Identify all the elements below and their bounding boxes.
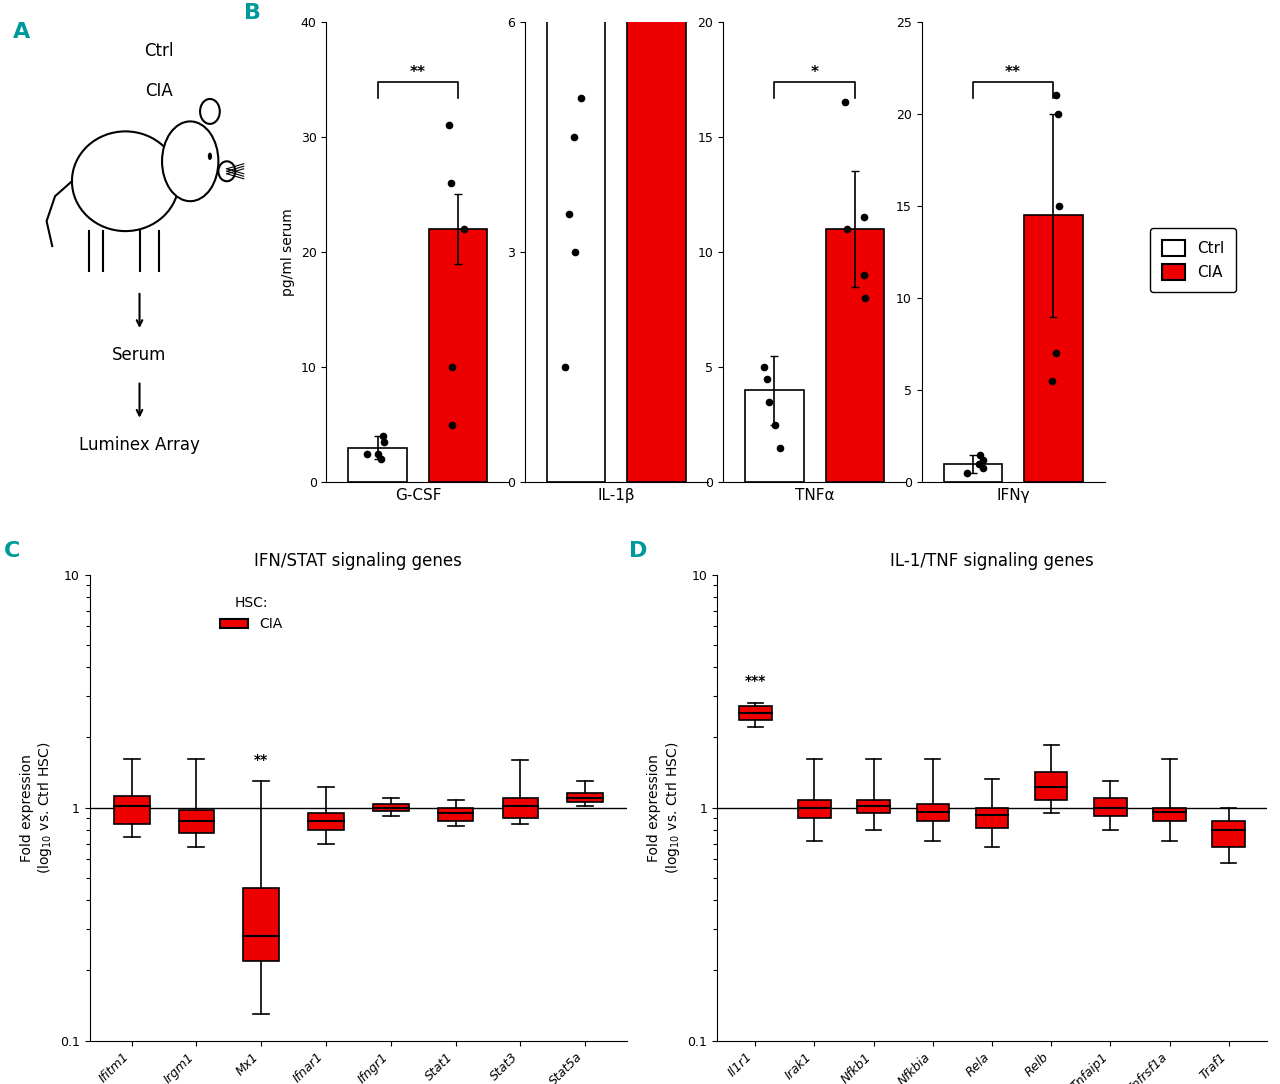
Legend: CIA: CIA [215,591,288,636]
Bar [547,0,605,482]
Bar [114,796,150,824]
X-axis label: G-CSF: G-CSF [394,488,442,503]
X-axis label: IFNγ: IFNγ [996,488,1030,503]
Bar [627,0,686,482]
Bar [826,229,884,482]
Bar [438,808,474,821]
Bar [739,707,772,720]
Bar [745,390,804,482]
Text: CIA: CIA [146,81,173,100]
Y-axis label: pg/ml serum: pg/ml serum [282,208,296,296]
Bar [1036,772,1068,800]
Ellipse shape [200,99,220,124]
Bar [799,800,831,818]
Text: ***: *** [745,674,765,688]
Text: **: ** [255,753,269,766]
Text: Luminex Array: Luminex Array [79,436,200,453]
Bar [916,803,948,821]
Bar [1094,798,1126,816]
Ellipse shape [72,131,179,231]
Bar [503,798,538,818]
Ellipse shape [219,162,236,181]
Bar [308,813,344,830]
Bar [1024,215,1083,482]
Text: B: B [244,3,261,23]
Bar [858,800,890,813]
Text: **: ** [410,65,426,79]
Title: IL-1/TNF signaling genes: IL-1/TNF signaling genes [890,552,1094,570]
Bar [567,792,603,802]
Ellipse shape [207,153,212,160]
Bar [243,889,279,960]
Bar [1153,808,1185,821]
Text: Ctrl: Ctrl [145,41,174,60]
Y-axis label: Fold expression
(log$_{10}$ vs. Ctrl HSC): Fold expression (log$_{10}$ vs. Ctrl HSC… [20,741,55,874]
Title: IFN/STAT signaling genes: IFN/STAT signaling genes [255,552,462,570]
Bar [372,803,408,811]
Bar [348,448,407,482]
X-axis label: IL-1β: IL-1β [598,488,635,503]
Bar [975,808,1009,828]
Bar [429,229,488,482]
X-axis label: TNFα: TNFα [795,488,835,503]
Bar [943,464,1002,482]
Text: Serum: Serum [113,346,166,364]
Ellipse shape [163,121,219,202]
Text: A: A [13,22,29,41]
Bar [1212,821,1245,847]
Text: *: * [810,65,819,79]
Legend: Ctrl, CIA: Ctrl, CIA [1149,228,1236,293]
Text: **: ** [1005,65,1021,79]
Text: D: D [628,541,648,560]
Bar [179,810,214,833]
Text: C: C [4,541,20,560]
Y-axis label: Fold expression
(log$_{10}$ vs. Ctrl HSC): Fold expression (log$_{10}$ vs. Ctrl HSC… [648,741,682,874]
